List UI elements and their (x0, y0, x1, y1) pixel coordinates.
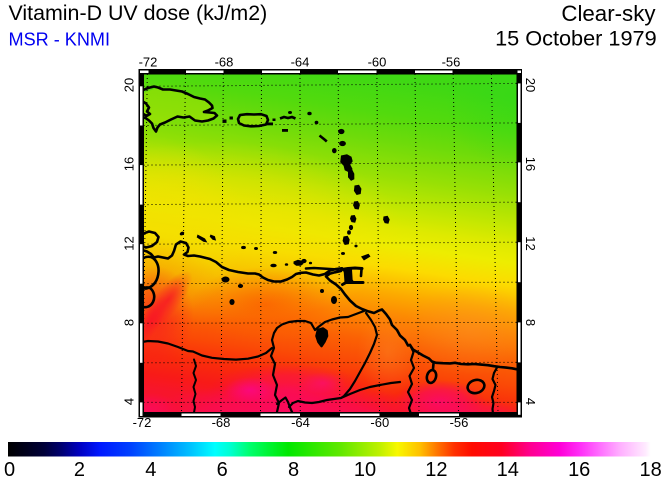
svg-text:-60: -60 (370, 415, 389, 430)
svg-text:2: 2 (74, 459, 85, 480)
svg-text:-60: -60 (368, 55, 387, 70)
svg-text:16: 16 (122, 157, 137, 171)
svg-text:-72: -72 (139, 55, 158, 70)
svg-text:-56: -56 (442, 55, 461, 70)
svg-text:4: 4 (145, 459, 156, 480)
svg-text:4: 4 (523, 398, 538, 405)
svg-text:12: 12 (122, 236, 137, 250)
svg-text:8: 8 (523, 319, 538, 326)
svg-text:20: 20 (122, 78, 137, 92)
svg-text:MSR - KNMI: MSR - KNMI (9, 30, 111, 50)
svg-text:8: 8 (122, 319, 137, 326)
svg-text:4: 4 (122, 398, 137, 405)
svg-text:16: 16 (523, 157, 538, 171)
svg-text:16: 16 (568, 459, 590, 480)
svg-text:-68: -68 (215, 55, 234, 70)
svg-text:14: 14 (497, 459, 519, 480)
svg-text:20: 20 (523, 78, 538, 92)
svg-text:12: 12 (425, 459, 447, 480)
svg-text:-64: -64 (291, 415, 310, 430)
svg-text:15 October 1979: 15 October 1979 (495, 26, 657, 51)
svg-text:12: 12 (523, 236, 538, 250)
svg-text:-56: -56 (450, 415, 469, 430)
svg-text:0: 0 (4, 459, 15, 480)
svg-text:-72: -72 (133, 415, 152, 430)
svg-text:8: 8 (288, 459, 299, 480)
svg-text:Vitamin-D UV dose (kJ/m2): Vitamin-D UV dose (kJ/m2) (9, 1, 268, 25)
svg-text:-64: -64 (291, 55, 310, 70)
svg-text:-68: -68 (212, 415, 231, 430)
svg-text:10: 10 (354, 459, 376, 480)
svg-text:Clear-sky: Clear-sky (561, 1, 656, 26)
svg-text:18: 18 (639, 459, 661, 480)
svg-text:6: 6 (217, 459, 228, 480)
